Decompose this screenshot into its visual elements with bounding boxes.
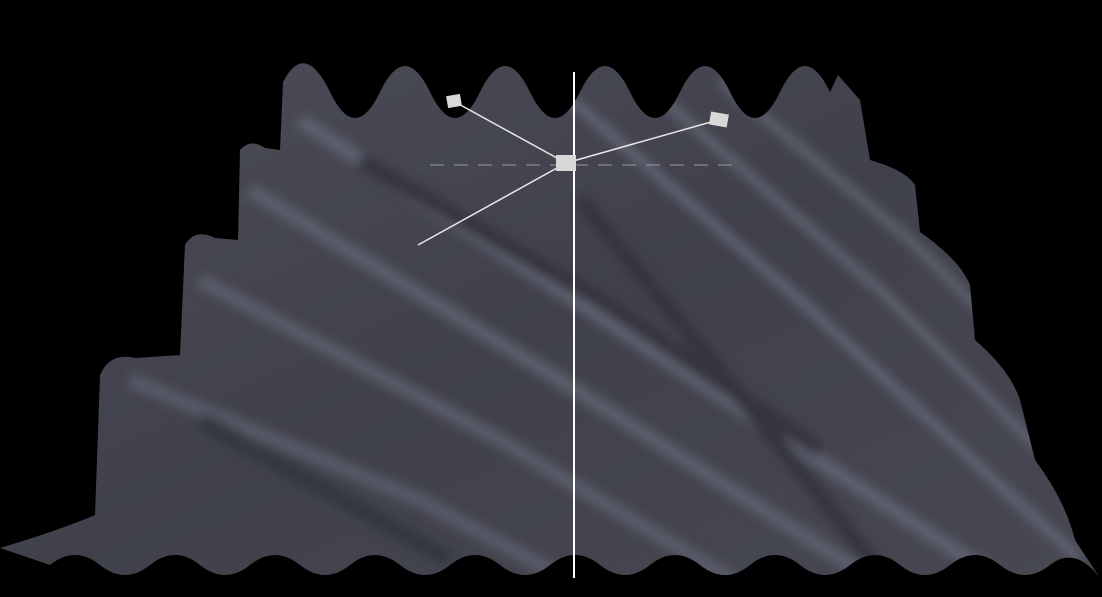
ridge — [196, 273, 764, 578]
axis-line — [565, 119, 719, 164]
valley — [195, 412, 455, 568]
ridge — [246, 184, 904, 578]
gizmo-handle[interactable] — [446, 93, 462, 109]
valley — [355, 153, 825, 457]
axis-line — [454, 101, 567, 164]
gizmo — [417, 72, 735, 578]
ridge — [127, 373, 604, 578]
ridge — [556, 86, 1084, 564]
gizmo-handle[interactable] — [556, 155, 576, 171]
gizmo-handle[interactable] — [708, 111, 729, 128]
valley — [573, 194, 907, 578]
axis-line — [417, 162, 567, 246]
ridge — [636, 76, 1064, 474]
ridge — [716, 76, 1004, 334]
surface-shading — [127, 76, 1084, 578]
